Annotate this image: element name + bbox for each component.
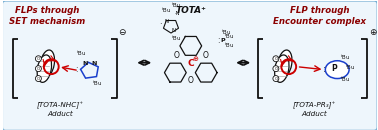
Circle shape xyxy=(36,66,41,72)
Text: ⊖: ⊖ xyxy=(119,28,126,37)
Text: ⊕: ⊕ xyxy=(369,28,376,37)
Text: C: C xyxy=(187,59,194,68)
Circle shape xyxy=(36,76,41,82)
Ellipse shape xyxy=(274,55,289,82)
Ellipse shape xyxy=(325,61,349,79)
Text: N: N xyxy=(91,61,96,66)
Text: O: O xyxy=(188,76,194,85)
Circle shape xyxy=(273,56,279,62)
Text: $^t$Bu: $^t$Bu xyxy=(345,63,355,72)
Text: TOTA⁺: TOTA⁺ xyxy=(175,6,206,15)
Text: FLP through
Encounter complex: FLP through Encounter complex xyxy=(273,6,366,26)
Text: $^t$Bu: $^t$Bu xyxy=(171,1,181,10)
Circle shape xyxy=(36,56,41,62)
Text: O: O xyxy=(37,67,40,71)
Text: ⊕: ⊕ xyxy=(192,56,198,62)
Text: :: : xyxy=(75,65,77,74)
Text: $^t$Bu: $^t$Bu xyxy=(92,79,102,88)
Text: O: O xyxy=(37,57,40,61)
Text: $^t$Bu: $^t$Bu xyxy=(171,35,181,43)
Text: [TOTA-PR₃]⁺
Adduct: [TOTA-PR₃]⁺ Adduct xyxy=(293,101,336,116)
Text: :: : xyxy=(217,36,220,46)
Text: $^t$Bu: $^t$Bu xyxy=(161,6,171,15)
Text: O: O xyxy=(173,51,179,60)
Text: N: N xyxy=(82,61,88,66)
Ellipse shape xyxy=(40,50,54,77)
Text: O: O xyxy=(202,51,208,60)
Text: ·: · xyxy=(159,21,161,30)
Text: ·N: ·N xyxy=(174,11,180,16)
Text: [TOTA-NHC]⁺
Adduct: [TOTA-NHC]⁺ Adduct xyxy=(37,101,84,116)
Ellipse shape xyxy=(277,50,292,77)
Circle shape xyxy=(273,66,279,72)
Text: $^t$Bu: $^t$Bu xyxy=(340,75,350,84)
Text: $^t$Bu: $^t$Bu xyxy=(340,53,350,62)
Text: P: P xyxy=(220,38,225,43)
Ellipse shape xyxy=(37,55,51,82)
Text: O: O xyxy=(37,77,40,81)
Text: $^t$Bu: $^t$Bu xyxy=(224,32,234,41)
Text: $^t$Bu: $^t$Bu xyxy=(222,29,231,37)
Text: FLPs through
SET mechanism: FLPs through SET mechanism xyxy=(9,6,85,26)
Text: $^t$Bu: $^t$Bu xyxy=(224,41,234,50)
Text: O: O xyxy=(274,57,277,61)
Circle shape xyxy=(273,76,279,82)
Text: P: P xyxy=(332,64,337,73)
Text: O: O xyxy=(274,77,277,81)
Text: $^t$Bu: $^t$Bu xyxy=(76,49,86,58)
Text: N: N xyxy=(172,28,176,32)
Text: O: O xyxy=(274,67,277,71)
Text: :: : xyxy=(323,65,326,74)
Text: N: N xyxy=(165,19,169,24)
